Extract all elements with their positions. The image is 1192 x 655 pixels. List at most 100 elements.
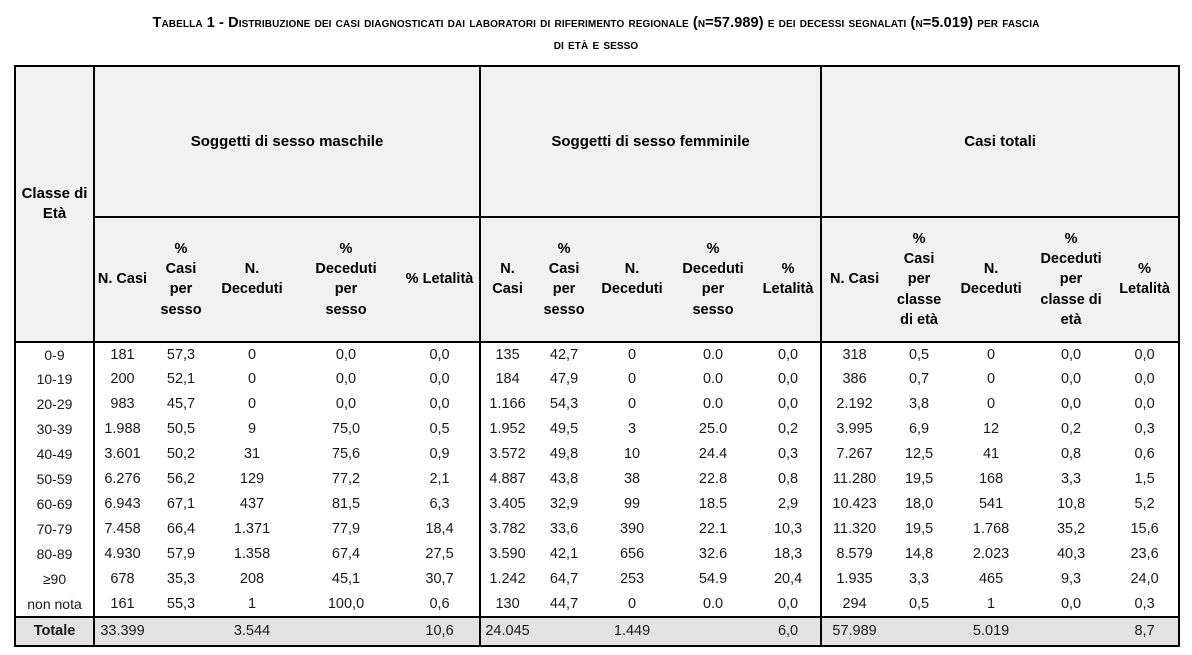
age-class-cell: 60-69 [15, 491, 94, 517]
data-cell: 49,8 [534, 441, 595, 467]
col-header-female-pct-casi-sesso: % Casi per sesso [534, 216, 595, 343]
data-cell: 10,3 [756, 516, 822, 542]
table-header: Classe di Età Soggetti di sesso maschile… [15, 65, 1180, 343]
data-cell: 1 [212, 591, 292, 617]
data-cell: 6.276 [93, 466, 150, 492]
total-cell [150, 615, 212, 646]
col-header-total-n-casi: N. Casi [820, 216, 888, 343]
table-row: 0-9 181 57,3 0 0,0 0,0 135 42,7 0 0.0 0,0 318 0,5 0 0,… [15, 341, 1180, 367]
age-class-cell: ≥90 [15, 566, 94, 592]
data-cell: 0 [951, 366, 1032, 392]
total-cell [670, 615, 757, 646]
data-cell: 64,7 [534, 566, 595, 592]
data-cell: 0,5 [887, 591, 952, 617]
data-cell: 3.572 [479, 441, 535, 467]
total-row-label: Totale [15, 615, 94, 646]
data-cell: 130 [479, 591, 535, 617]
data-cell: 129 [212, 466, 292, 492]
col-header-total-pct-casi-classe: % Casi per classe di età [887, 216, 952, 343]
data-cell: 99 [594, 491, 671, 517]
data-cell: 15,6 [1111, 516, 1180, 542]
col-header-female-pct-deceduti-sesso: % Deceduti per sesso [670, 216, 757, 343]
data-cell: 0,0 [756, 341, 822, 367]
data-cell: 1.371 [212, 516, 292, 542]
data-cell: 1 [951, 591, 1032, 617]
data-cell: 24,0 [1111, 566, 1180, 592]
data-cell: 6,9 [887, 416, 952, 442]
data-cell: 0 [951, 341, 1032, 367]
data-cell: 0 [594, 366, 671, 392]
data-cell: 22.8 [670, 466, 757, 492]
data-cell: 49,5 [534, 416, 595, 442]
data-cell: 0,0 [292, 341, 400, 367]
group-header-female: Soggetti di sesso femminile [479, 65, 822, 218]
total-cell [1031, 615, 1112, 646]
data-cell: 27,5 [400, 541, 481, 567]
data-cell: 3.601 [93, 441, 150, 467]
data-cell: 22.1 [670, 516, 757, 542]
data-cell: 0,0 [292, 366, 400, 392]
data-cell: 24.4 [670, 441, 757, 467]
data-cell: 14,8 [887, 541, 952, 567]
data-cell: 2.192 [820, 391, 888, 417]
age-class-cell: 70-79 [15, 516, 94, 542]
data-cell: 1.768 [951, 516, 1032, 542]
data-cell: 30,7 [400, 566, 481, 592]
data-cell: 19,5 [887, 516, 952, 542]
data-cell: 18.5 [670, 491, 757, 517]
data-cell: 10,8 [1031, 491, 1112, 517]
data-cell: 0,0 [1031, 591, 1112, 617]
data-cell: 9,3 [1031, 566, 1112, 592]
data-cell: 0 [594, 591, 671, 617]
data-cell: 10 [594, 441, 671, 467]
data-cell: 35,2 [1031, 516, 1112, 542]
data-cell: 437 [212, 491, 292, 517]
data-cell: 0,0 [400, 366, 481, 392]
data-cell: 0,0 [756, 366, 822, 392]
data-cell: 0,2 [1031, 416, 1112, 442]
table-row: 20-29 983 45,7 0 0,0 0,0 1.166 54,3 0 0.0 0,0 2.192… [15, 391, 1180, 417]
data-cell: 983 [93, 391, 150, 417]
data-cell: 9 [212, 416, 292, 442]
data-cell: 66,4 [150, 516, 212, 542]
data-cell: 0 [594, 341, 671, 367]
data-cell: 0,9 [400, 441, 481, 467]
age-class-column-header: Classe di Età [15, 65, 95, 343]
age-class-cell: 40-49 [15, 441, 94, 467]
table-row: non nota 161 55,3 1 100,0 0,6 130 44,7 0 0.0 0,0 29… [15, 591, 1180, 617]
data-cell: 2.023 [951, 541, 1032, 567]
table-row: 40-49 3.601 50,2 31 75,6 0,9 3.572 49,8 10 24.4 0,… [15, 441, 1180, 467]
data-cell: 4.930 [93, 541, 150, 567]
data-cell: 23,6 [1111, 541, 1180, 567]
table-row: 50-59 6.276 56,2 129 77,2 2,1 4.887 43,8 38 22.8 0… [15, 466, 1180, 492]
data-cell: 656 [594, 541, 671, 567]
data-cell: 33,6 [534, 516, 595, 542]
data-cell: 0,5 [887, 341, 952, 367]
data-cell: 41 [951, 441, 1032, 467]
age-class-cell: 30-39 [15, 416, 94, 442]
data-cell: 10.423 [820, 491, 888, 517]
table-caption-line2: di età e sesso [553, 37, 639, 54]
data-cell: 0.0 [670, 341, 757, 367]
data-cell: 0 [212, 366, 292, 392]
data-cell: 75,6 [292, 441, 400, 467]
data-cell: 0,0 [1111, 391, 1180, 417]
data-cell: 1.242 [479, 566, 535, 592]
data-cell: 57,3 [150, 341, 212, 367]
data-cell: 3.782 [479, 516, 535, 542]
data-cell: 12,5 [887, 441, 952, 467]
data-cell: 1,5 [1111, 466, 1180, 492]
data-cell: 1.935 [820, 566, 888, 592]
data-cell: 3.590 [479, 541, 535, 567]
total-cell: 10,6 [400, 615, 481, 646]
data-cell: 0,0 [756, 391, 822, 417]
data-cell: 1.358 [212, 541, 292, 567]
data-cell: 0,0 [400, 391, 481, 417]
data-cell: 3.995 [820, 416, 888, 442]
data-cell: 1.988 [93, 416, 150, 442]
data-cell: 77,9 [292, 516, 400, 542]
total-cell [534, 615, 595, 646]
data-cell: 0,8 [756, 466, 822, 492]
table-row: 80-89 4.930 57,9 1.358 67,4 27,5 3.590 42,1 656 3… [15, 541, 1180, 567]
